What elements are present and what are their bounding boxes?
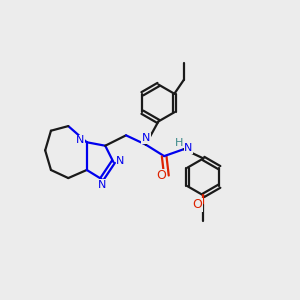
Text: N: N: [116, 156, 124, 167]
Text: O: O: [156, 169, 166, 182]
Text: N: N: [184, 143, 193, 153]
Text: N: N: [142, 133, 150, 143]
Text: H: H: [175, 138, 183, 148]
Text: N: N: [98, 180, 106, 190]
Text: O: O: [192, 198, 202, 211]
Text: N: N: [76, 135, 84, 146]
